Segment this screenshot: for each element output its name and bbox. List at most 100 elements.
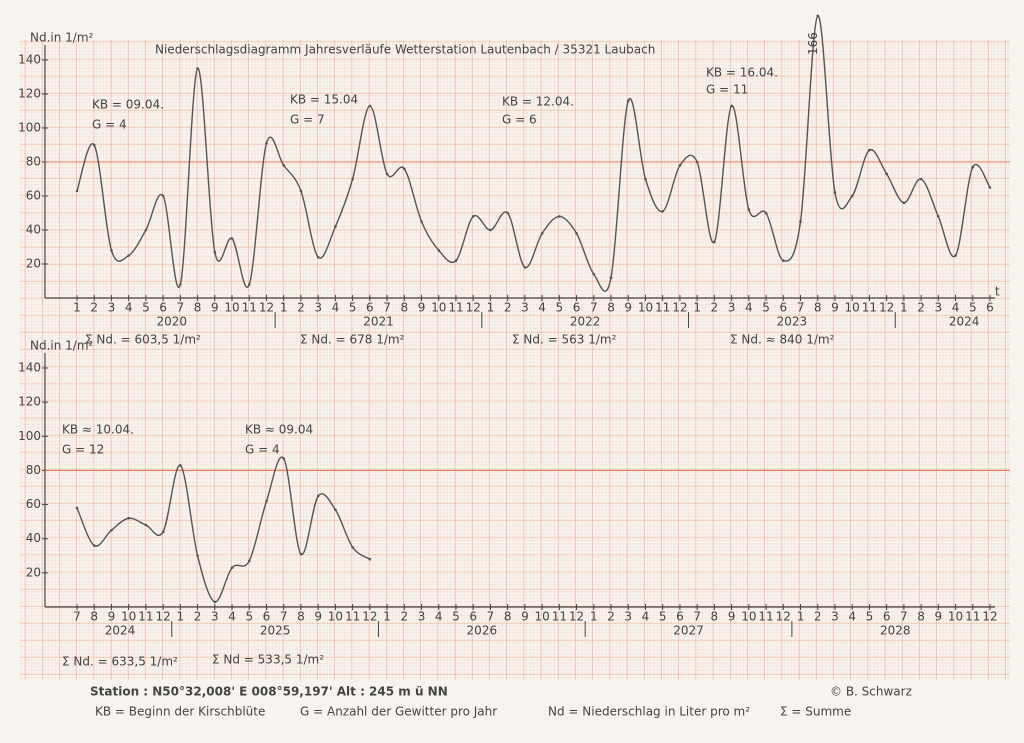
point <box>213 250 217 254</box>
x-tick-label: 11 <box>862 301 877 315</box>
point <box>850 194 854 198</box>
point <box>110 528 113 532</box>
point <box>678 164 682 167</box>
point <box>230 566 234 570</box>
point <box>144 228 148 232</box>
y-tick-label: 20 <box>26 565 41 579</box>
y-tick-label: 140 <box>18 53 41 67</box>
x-tick-label: 12 <box>362 610 377 624</box>
year-sum: Σ Nd. = 563 1/m² <box>512 333 617 347</box>
x-tick-label: 10 <box>638 301 653 315</box>
year-label: 2024 <box>949 315 980 329</box>
point <box>781 259 785 262</box>
annotation: G = 4 <box>92 118 127 132</box>
x-tick-label: 5 <box>659 610 667 624</box>
point <box>334 225 337 228</box>
x-tick-label: 4 <box>952 301 960 315</box>
x-tick-label: 4 <box>642 610 650 624</box>
point <box>471 215 475 218</box>
x-tick-label: 2 <box>400 610 408 624</box>
y-tick-label: 60 <box>26 189 41 203</box>
y-tick-label: 100 <box>18 429 41 443</box>
year-sum: Σ Nd. ≈ 840 1/m² <box>730 333 835 347</box>
point <box>644 177 647 181</box>
point <box>127 254 130 257</box>
point <box>179 283 182 286</box>
legend-text: Nd = Niederschlag in Liter pro m² <box>548 705 750 719</box>
year-label: 2023 <box>777 315 808 329</box>
x-tick-label: 11 <box>345 610 360 624</box>
annotation: KB ≈ 10.04. <box>62 423 134 437</box>
x-tick-label: 2 <box>917 301 925 315</box>
point <box>799 220 802 223</box>
x-tick-label: 9 <box>314 610 322 624</box>
point <box>506 211 509 215</box>
legend-text: KB = Beginn der Kirschblüte <box>95 705 265 719</box>
point <box>282 164 286 167</box>
point <box>316 255 320 259</box>
point <box>919 177 923 181</box>
year-label: 2028 <box>880 624 911 638</box>
point <box>368 104 372 108</box>
point <box>351 177 354 181</box>
point <box>558 215 561 218</box>
y-tick-label: 40 <box>26 531 41 545</box>
x-tick-label: 2 <box>194 610 202 624</box>
point <box>971 165 975 169</box>
x-tick-label: 5 <box>245 610 253 624</box>
graph-paper <box>20 40 1010 680</box>
x-tick-label: 7 <box>693 610 701 624</box>
x-tick-label: 12 <box>259 301 274 315</box>
x-tick-label: 1 <box>797 610 805 624</box>
annotation: G = 7 <box>290 113 325 127</box>
point <box>127 516 130 520</box>
x-tick-label: 10 <box>328 610 343 624</box>
point <box>575 232 578 235</box>
x-tick-label: 7 <box>797 301 805 315</box>
x-tick-label: 2 <box>504 301 512 315</box>
x-tick-label: 8 <box>917 610 925 624</box>
x-tick-label: 3 <box>211 610 219 624</box>
year-sum: Σ Nd = 533,5 1/m² <box>212 653 324 667</box>
x-tick-label: 9 <box>521 610 529 624</box>
y-tick-label: 80 <box>26 155 41 169</box>
x-tick-label: 6 <box>159 301 167 315</box>
point <box>868 148 871 152</box>
x-tick-label: 3 <box>831 610 839 624</box>
point <box>902 201 906 205</box>
x-tick-label: 11 <box>138 610 153 624</box>
x-tick-label: 5 <box>969 301 977 315</box>
x-tick-label: 6 <box>986 301 994 315</box>
point <box>730 104 733 108</box>
point <box>75 506 79 510</box>
point <box>489 228 492 232</box>
point <box>385 172 389 176</box>
point <box>437 249 441 252</box>
point <box>695 160 699 164</box>
legend-text: Σ = Summe <box>780 705 851 719</box>
point <box>454 259 458 262</box>
x-tick-label: 10 <box>431 301 446 315</box>
x-tick-label: 7 <box>590 301 598 315</box>
x-tick-label: 6 <box>676 610 684 624</box>
point <box>988 186 992 189</box>
point <box>230 237 234 240</box>
year-label: 2020 <box>156 315 187 329</box>
x-tick-label: 7 <box>177 301 185 315</box>
x-tick-label: 8 <box>711 610 719 624</box>
x-axis-label: t <box>995 285 1000 299</box>
x-tick-label: 10 <box>224 301 239 315</box>
x-tick-label: 10 <box>741 610 756 624</box>
y-tick-label: 40 <box>26 223 41 237</box>
x-tick-label: 6 <box>263 610 271 624</box>
x-tick-label: 3 <box>108 301 116 315</box>
x-tick-label: 4 <box>125 301 133 315</box>
x-tick-label: 2 <box>711 301 719 315</box>
x-tick-label: 5 <box>142 301 150 315</box>
x-tick-label: 5 <box>452 610 460 624</box>
year-label: 2021 <box>363 315 394 329</box>
year-sum: Σ Nd. = 633,5 1/m² <box>62 655 178 669</box>
x-tick-label: 9 <box>728 610 736 624</box>
x-tick-label: 9 <box>418 301 426 315</box>
